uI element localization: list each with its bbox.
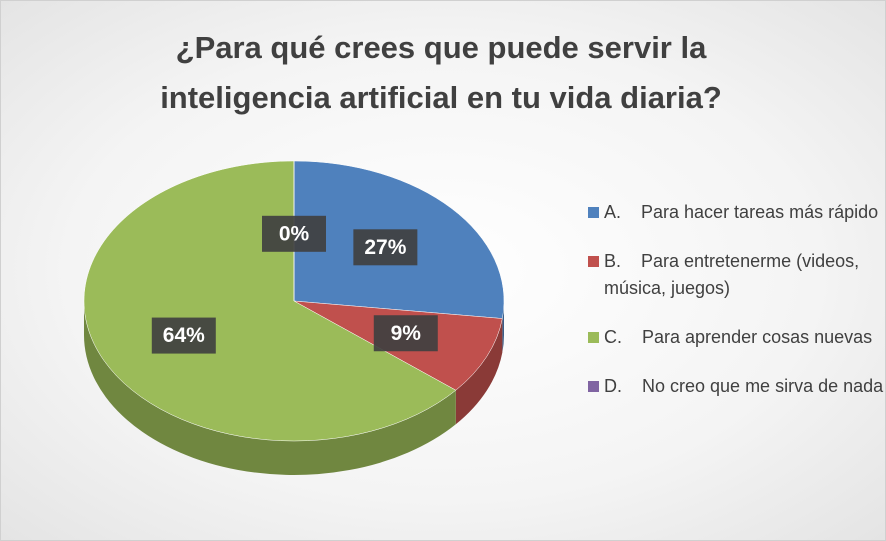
legend-item: C. Para aprender cosas nuevas (584, 324, 884, 351)
pie-slice-side (84, 301, 456, 475)
data-label-box (151, 317, 216, 354)
data-label-box (353, 229, 418, 266)
legend-item: B. Para entretenerme (videos, música, ju… (584, 248, 884, 302)
pie-slice (83, 160, 457, 442)
legend-item: D. No creo que me sirva de nada (584, 373, 884, 400)
legend-item: A. Para hacer tareas más rápido (584, 199, 884, 226)
data-label: 9% (391, 322, 422, 345)
legend-swatch (588, 256, 599, 267)
legend-label: D. No creo que me sirva de nada (604, 376, 884, 396)
legend: A. Para hacer tareas más rápido B. Para e… (584, 199, 884, 422)
legend-label: C. Para aprender cosas nuevas (604, 327, 873, 347)
legend-swatch (588, 332, 599, 343)
data-label-box (262, 215, 326, 252)
legend-label: A. Para hacer tareas más rápido (604, 202, 879, 222)
data-label: 64% (163, 324, 205, 347)
data-label: 0% (279, 222, 310, 245)
data-label-box (373, 315, 438, 352)
legend-label: B. Para entretenerme (videos, música, ju… (604, 251, 865, 298)
legend-swatch (588, 381, 599, 392)
pie-slice-side (502, 301, 504, 353)
data-label: 27% (364, 236, 406, 259)
legend-swatch (588, 207, 599, 218)
chart-title: ¿Para qué crees que puede servir la inte… (160, 30, 722, 115)
pie-slice-side (455, 318, 503, 425)
